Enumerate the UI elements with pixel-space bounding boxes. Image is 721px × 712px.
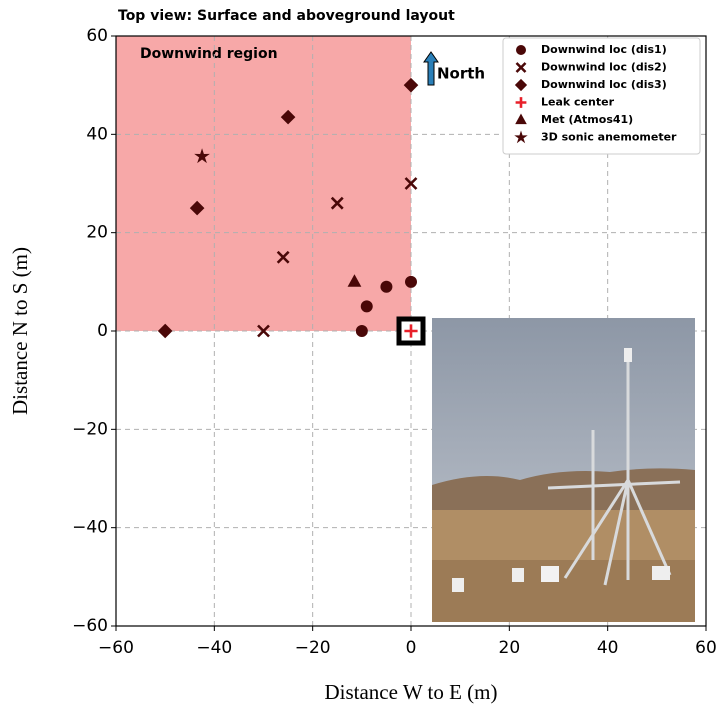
- marker-circle: [404, 275, 418, 288]
- y-tick-label: 0: [97, 321, 108, 341]
- x-tick-label: 60: [695, 638, 717, 658]
- x-tick-label: 0: [406, 638, 417, 658]
- marker-diamond: [514, 78, 528, 92]
- photo-inset: [432, 318, 695, 622]
- marker-triangle: [347, 274, 362, 287]
- x-tick-label: 40: [597, 638, 619, 658]
- region-label: Downwind region: [140, 46, 278, 62]
- marker-diamond: [403, 77, 419, 93]
- x-tick-label: 20: [499, 638, 521, 658]
- x-tick-label: −40: [196, 638, 232, 658]
- legend-box: [502, 37, 701, 155]
- legend-label: Met (Atmos41): [541, 113, 633, 126]
- downwind-region: [116, 36, 411, 331]
- north-arrow: [423, 51, 439, 86]
- marker-diamond: [157, 323, 173, 339]
- legend-label: Leak center: [541, 96, 615, 109]
- legend-label: Downwind loc (dis2): [541, 61, 667, 74]
- marker-x: [257, 324, 270, 338]
- marker-x: [276, 250, 290, 264]
- legend-label: Downwind loc (dis1): [541, 43, 667, 56]
- marker-circle: [360, 300, 373, 313]
- x-axis-label: Distance W to E (m): [324, 680, 497, 704]
- marker-x: [515, 62, 527, 73]
- chart-title: Top view: Surface and aboveground layout: [118, 8, 455, 24]
- plot-area: Downwind region −60 −40 −20 0 20 40 60 −60 −40 −20…: [72, 26, 717, 658]
- marker-circle: [355, 325, 368, 337]
- legend-label: Downwind loc (dis3): [541, 78, 667, 91]
- marker-x: [330, 196, 344, 210]
- marker-circle: [380, 280, 393, 293]
- marker-plus: [404, 324, 418, 338]
- x-tick-label: −20: [295, 638, 331, 658]
- y-axis-label: Distance N to S (m): [8, 247, 32, 415]
- marker-diamond: [189, 200, 205, 216]
- plot-frame: [115, 35, 707, 627]
- marker-circle: [515, 45, 527, 55]
- marker-x: [404, 177, 418, 190]
- marker-triangle: [515, 113, 527, 125]
- marker-star: [194, 148, 210, 164]
- x-tick-label: −60: [98, 638, 134, 658]
- y-tick-label: 40: [86, 124, 108, 144]
- y-tick-label: −60: [72, 616, 108, 636]
- marker-star: [514, 130, 528, 144]
- marker-diamond: [280, 109, 296, 125]
- y-tick-label: −20: [72, 419, 108, 439]
- y-tick-label: 20: [86, 223, 108, 243]
- north-label: North: [437, 65, 485, 83]
- marker-plus: [515, 97, 527, 108]
- y-tick-label: −40: [72, 518, 108, 538]
- legend-label: 3D sonic anemometer: [541, 131, 677, 144]
- y-tick-label: 60: [86, 26, 108, 46]
